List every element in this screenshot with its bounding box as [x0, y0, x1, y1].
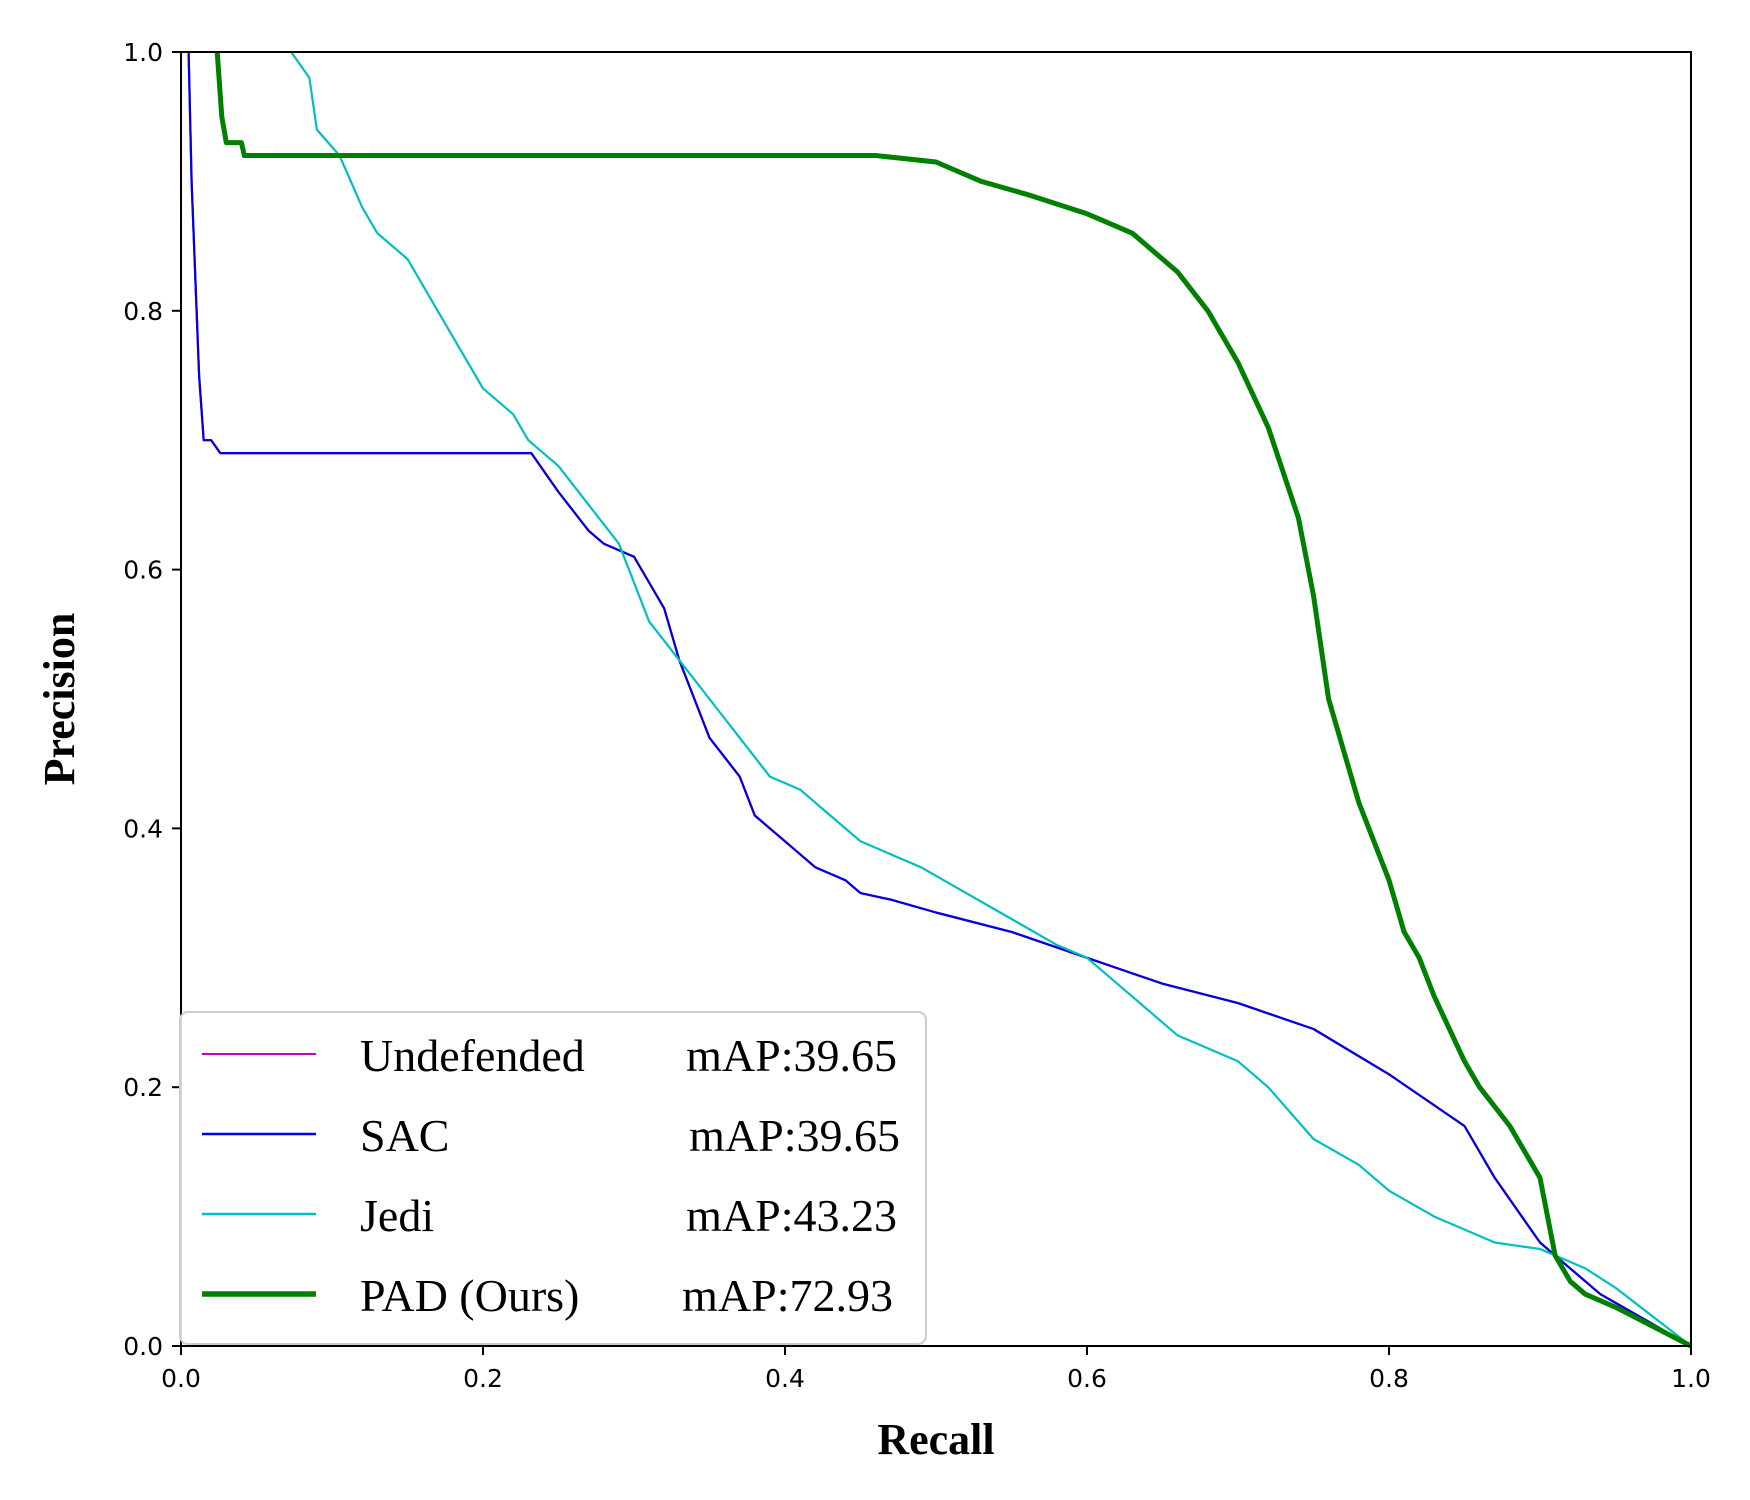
y-tick-label: 1.0 [123, 38, 163, 67]
plot-frame [180, 51, 1692, 1347]
x-tick-label: 0.2 [463, 1364, 503, 1393]
y-axis-title: Precision [35, 613, 84, 786]
x-axis-title: Recall [877, 1415, 994, 1464]
series-line-pad-ours [214, 51, 1693, 1349]
legend-map-undefended: mAP:39.65 [686, 1030, 897, 1081]
legend-label-jedi: Jedi [360, 1190, 434, 1241]
legend-label-sac: SAC [360, 1110, 449, 1161]
series-line-jedi [290, 51, 1692, 1347]
legend-label-undefended: Undefended [360, 1030, 585, 1081]
x-tick-label: 0.4 [765, 1364, 805, 1393]
legend-box [179, 1011, 927, 1345]
series-line-sac [187, 51, 1692, 1347]
y-tick-label: 0.2 [123, 1073, 163, 1102]
y-tick-label: 0.4 [123, 814, 163, 843]
y-tick-label: 0.6 [123, 556, 163, 585]
x-tick-label: 0.6 [1067, 1364, 1107, 1393]
x-tick-label: 0.0 [161, 1364, 201, 1393]
legend-map-pad: mAP:72.93 [682, 1270, 893, 1321]
y-tick-label: 0.8 [123, 297, 163, 326]
x-tick-label: 1.0 [1671, 1364, 1711, 1393]
x-tick-label: 0.8 [1369, 1364, 1409, 1393]
legend-map-sac: mAP:39.65 [689, 1110, 900, 1161]
series-layer [187, 51, 1693, 1349]
y-tick-label: 0.0 [123, 1332, 163, 1361]
legend-map-jedi: mAP:43.23 [686, 1190, 897, 1241]
ticks-layer: 0.0 0.2 0.4 0.6 0.8 1.0 0.0 0.2 0.4 0.6 0.8 1.0 [123, 38, 1711, 1393]
legend: Undefended mAP:39.65 SAC mAP:39.65 Jedi … [179, 1011, 927, 1345]
legend-label-pad: PAD (Ours) [360, 1270, 579, 1321]
